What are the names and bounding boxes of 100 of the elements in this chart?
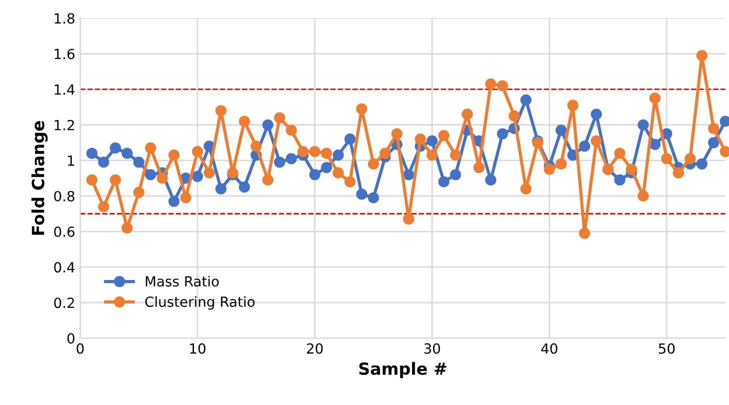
- x-tick-label: 10: [190, 343, 206, 354]
- x-axis-title: Sample #: [359, 362, 446, 378]
- point: [274, 112, 286, 124]
- point: [215, 105, 227, 116]
- point: [320, 162, 332, 174]
- y-tick-label: 1.4: [54, 84, 75, 95]
- x-tick-label: 40: [541, 343, 558, 354]
- point: [450, 169, 462, 180]
- point: [238, 116, 250, 127]
- y-tick-label: 0.6: [54, 226, 74, 237]
- point: [286, 124, 297, 136]
- point: [215, 183, 227, 194]
- point: [156, 172, 168, 184]
- point: [556, 158, 567, 170]
- point: [122, 148, 133, 159]
- y-tick-label: 1.2: [54, 120, 74, 130]
- x-tick-label: 20: [306, 343, 323, 354]
- point: [520, 94, 532, 106]
- x-tick-label: 50: [658, 343, 675, 354]
- point: [556, 124, 567, 136]
- point: [110, 142, 121, 154]
- x-tick-label: 30: [424, 343, 440, 354]
- point: [133, 186, 144, 198]
- point: [426, 135, 438, 146]
- point: [110, 174, 121, 186]
- point: [672, 167, 684, 178]
- point: [579, 228, 590, 239]
- point: [684, 153, 696, 164]
- y-tick-label: 0: [67, 333, 74, 344]
- legend-label: Clustering Ratio: [145, 296, 255, 310]
- point: [414, 134, 426, 145]
- y-tick-label: 1.8: [54, 13, 74, 24]
- point: [204, 167, 215, 178]
- point: [344, 134, 356, 145]
- legend-label: Mass Ratio: [146, 276, 219, 287]
- point: [309, 146, 320, 158]
- point: [168, 150, 180, 161]
- point: [238, 182, 250, 193]
- point: [485, 78, 496, 90]
- y-axis-title: Fold Change: [31, 120, 48, 235]
- point: [567, 100, 578, 111]
- point: [98, 156, 110, 168]
- y-tick-label: 1.6: [54, 48, 74, 60]
- x-tick-label: 0: [76, 343, 84, 354]
- point: [332, 167, 344, 178]
- point: [485, 174, 496, 186]
- point: [614, 174, 626, 186]
- point: [250, 140, 262, 152]
- point: [192, 170, 204, 182]
- point: [298, 146, 309, 158]
- point: [168, 196, 180, 207]
- point: [638, 190, 649, 202]
- point: [496, 80, 508, 92]
- point: [426, 150, 438, 161]
- point: [309, 169, 320, 180]
- point: [274, 156, 286, 168]
- point: [286, 153, 297, 164]
- point: [192, 146, 204, 158]
- point: [180, 192, 192, 204]
- point: [649, 138, 661, 150]
- point: [380, 148, 391, 159]
- point: [344, 176, 356, 188]
- point: [590, 108, 602, 120]
- y-tick-label: 0.4: [54, 262, 75, 273]
- point: [86, 148, 98, 159]
- point: [438, 176, 450, 188]
- point: [696, 50, 708, 62]
- point: [579, 140, 590, 152]
- point: [133, 156, 144, 168]
- point: [391, 128, 402, 140]
- point: [332, 150, 344, 161]
- point: [614, 148, 626, 159]
- point: [262, 119, 274, 130]
- point: [638, 119, 649, 130]
- point: [462, 108, 473, 120]
- point: [473, 162, 485, 174]
- point: [356, 188, 368, 200]
- point: [356, 103, 368, 114]
- point: [438, 130, 450, 142]
- point: [496, 128, 508, 140]
- point: [649, 92, 661, 104]
- point: [544, 164, 555, 175]
- point: [403, 214, 414, 225]
- point: [450, 150, 462, 161]
- point: [696, 158, 708, 170]
- point: [98, 201, 110, 212]
- point: [320, 148, 332, 159]
- point: [508, 110, 520, 122]
- point: [262, 174, 274, 186]
- y-tick-label: 0.2: [54, 298, 74, 308]
- point: [403, 169, 414, 180]
- y-tick-label: 1: [68, 156, 74, 166]
- point: [368, 192, 380, 204]
- point: [145, 169, 156, 180]
- point: [661, 153, 672, 164]
- point: [590, 135, 602, 146]
- point: [122, 222, 133, 234]
- y-tick-label: 0.8: [54, 190, 74, 202]
- point: [626, 164, 638, 175]
- point: [368, 158, 380, 170]
